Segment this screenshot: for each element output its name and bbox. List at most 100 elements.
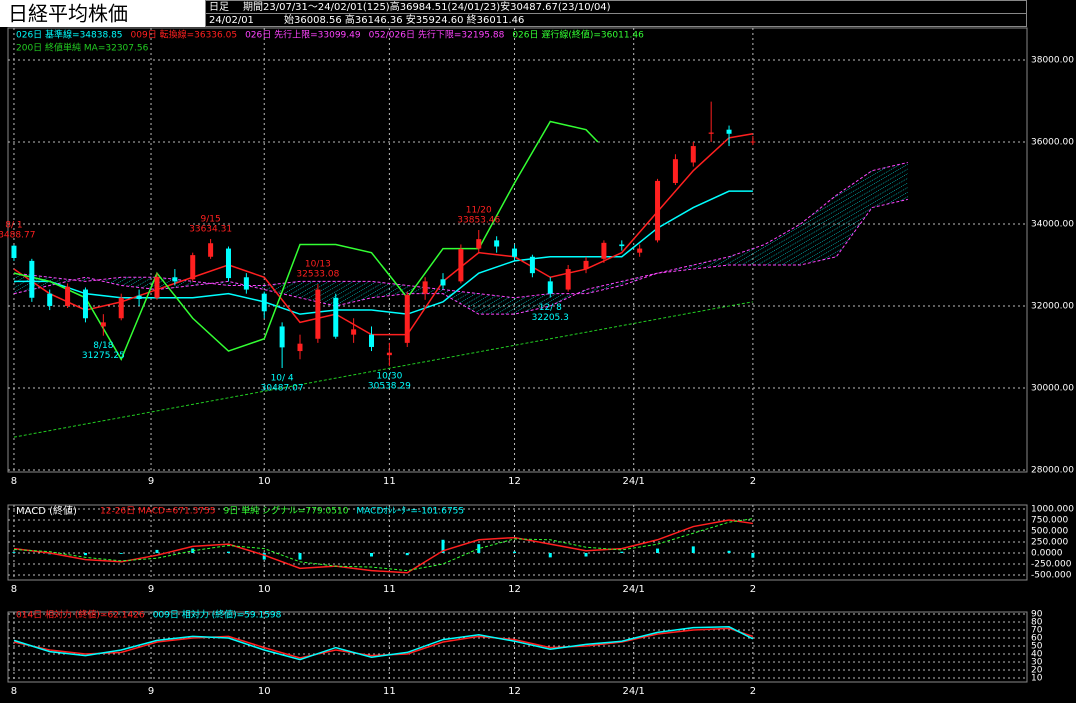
x-tick-label: 9 bbox=[148, 476, 154, 487]
candle-body bbox=[29, 260, 35, 298]
x-tick-label: 8 bbox=[11, 476, 17, 487]
histogram-bar bbox=[548, 552, 552, 558]
x-tick-label: 24/1 bbox=[622, 584, 644, 595]
y-tick-label: 0.0000 bbox=[1031, 548, 1063, 558]
annotation-value: 30538.29 bbox=[368, 381, 411, 391]
candle-body bbox=[386, 352, 392, 356]
period: 期間23/07/31～24/02/01(125)高36984.51(24/01/… bbox=[243, 0, 611, 13]
series-line bbox=[13, 301, 753, 438]
legend-entry: 014日 相対力 (終値)=62.1426 bbox=[16, 609, 145, 621]
candle-body bbox=[208, 243, 214, 257]
candle-body bbox=[494, 240, 500, 247]
histogram-bar bbox=[584, 552, 588, 557]
x-tick-label: 24/1 bbox=[622, 686, 644, 697]
y-tick-label: 38000.00 bbox=[1031, 55, 1074, 65]
title: 日経平均株価 bbox=[8, 2, 128, 26]
histogram-bar bbox=[298, 552, 302, 560]
histogram-bar bbox=[620, 551, 624, 553]
histogram-bar bbox=[370, 552, 374, 557]
histogram-bar bbox=[441, 539, 445, 553]
annotation-date: 12/ 8 bbox=[539, 303, 562, 313]
x-tick-label: 8 bbox=[11, 686, 17, 697]
x-tick-label: 10 bbox=[258, 686, 271, 697]
y-tick-label: 60 bbox=[1031, 634, 1043, 644]
annotation-date: 9/15 bbox=[200, 214, 220, 224]
x-tick-label: 11 bbox=[383, 686, 396, 697]
candle-body bbox=[118, 297, 124, 319]
candle-body bbox=[404, 294, 410, 343]
y-tick-label: 28000.00 bbox=[1031, 465, 1074, 475]
y-tick-label: 20 bbox=[1031, 666, 1043, 676]
x-tick-label: 11 bbox=[383, 584, 396, 595]
candle-body bbox=[82, 289, 88, 319]
histogram-bar bbox=[751, 552, 755, 558]
candle-body bbox=[136, 295, 142, 299]
annotation-date: 8/18 bbox=[93, 341, 113, 351]
histogram-bar bbox=[727, 550, 731, 553]
y-tick-label: 250.000 bbox=[1031, 537, 1068, 547]
candle-body bbox=[672, 159, 678, 183]
series-line bbox=[13, 161, 908, 315]
candle-body bbox=[190, 255, 196, 280]
cloud bbox=[13, 162, 908, 315]
series-line bbox=[13, 198, 908, 299]
candle-body bbox=[225, 248, 231, 279]
candle-body bbox=[458, 248, 464, 282]
histogram-bar bbox=[691, 546, 695, 553]
annotation-value: 33634.31 bbox=[189, 224, 232, 234]
histogram-bar bbox=[262, 552, 266, 560]
legend-entry: 026日 遅行線(終値)=36011.46 bbox=[512, 29, 644, 41]
macd-title: MACD (終値) bbox=[16, 504, 77, 517]
candle-body bbox=[547, 281, 553, 294]
histogram-bar bbox=[405, 552, 409, 556]
panel-frame bbox=[7, 611, 1028, 683]
x-tick-label: 12 bbox=[508, 686, 521, 697]
candle-body bbox=[261, 293, 267, 312]
series-line bbox=[13, 133, 754, 336]
candle-body bbox=[11, 245, 17, 258]
candle-body bbox=[172, 277, 178, 282]
legend-entry: 009日 相対力 (終値)=59.1598 bbox=[153, 609, 282, 621]
annotation-date: 10/ 4 bbox=[271, 373, 294, 383]
candle-body bbox=[279, 326, 285, 348]
candle-body bbox=[601, 242, 607, 259]
candle-body bbox=[315, 289, 321, 339]
histogram-bar bbox=[656, 548, 660, 553]
candle-body bbox=[655, 180, 661, 241]
ohlc: 始36008.56 高36146.36 安35924.60 終36011.46 bbox=[284, 13, 524, 26]
x-tick-label: 2 bbox=[750, 584, 756, 595]
annotation-value: 33853.46 bbox=[457, 215, 500, 225]
y-tick-label: -250.000 bbox=[1031, 559, 1072, 569]
series-line bbox=[13, 518, 753, 572]
interval: 日足 bbox=[209, 1, 229, 13]
candle-body bbox=[351, 329, 357, 335]
x-tick-label: 24/1 bbox=[622, 476, 644, 487]
candle-body bbox=[333, 297, 339, 337]
annotation-date: 10/30 bbox=[376, 371, 402, 381]
y-tick-label: 32000.00 bbox=[1031, 301, 1074, 311]
y-tick-label: 36000.00 bbox=[1031, 137, 1074, 147]
annotation-date: 10/13 bbox=[305, 260, 331, 270]
annotation-date: 8/ 1 bbox=[5, 220, 22, 230]
candle-body bbox=[619, 244, 625, 247]
x-tick-label: 2 bbox=[750, 476, 756, 487]
legend-entry: 12-26日 MACD=671.3755 bbox=[100, 506, 215, 517]
x-tick-label: 11 bbox=[383, 476, 396, 487]
x-tick-label: 12 bbox=[508, 476, 521, 487]
x-tick-label: 9 bbox=[148, 584, 154, 595]
candle-body bbox=[726, 129, 732, 134]
legend-entry: 026日 基準線=34838.85 bbox=[16, 29, 123, 41]
y-tick-label: 1000.000 bbox=[1031, 504, 1074, 514]
title-box bbox=[0, 0, 205, 27]
candle-body bbox=[65, 286, 71, 306]
y-tick-label: 30 bbox=[1031, 658, 1043, 668]
candle-body bbox=[637, 248, 643, 253]
histogram-bar bbox=[83, 552, 87, 556]
candle-body bbox=[422, 281, 428, 294]
x-tick-label: 8 bbox=[11, 584, 17, 595]
candle-body bbox=[690, 146, 696, 163]
y-tick-label: 30000.00 bbox=[1031, 383, 1074, 393]
y-tick-label: 750.000 bbox=[1031, 515, 1068, 525]
candle-body bbox=[100, 322, 106, 327]
